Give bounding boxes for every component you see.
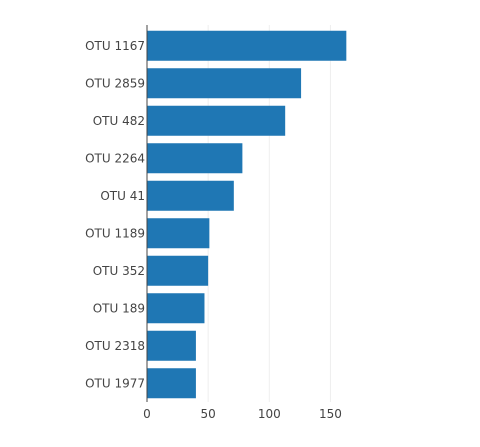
bars [147,30,347,399]
y-tick-label: OTU 2264 [85,151,145,165]
bar[interactable] [147,143,243,174]
y-tick-label: OTU 482 [93,114,145,128]
x-tick-label: 50 [201,407,216,421]
x-tick-label: 150 [319,407,342,421]
x-tick-labels: 0 50 100 150 [143,407,342,421]
bar[interactable] [147,255,209,286]
y-tick-label: OTU 2318 [85,339,145,353]
y-tick-label: OTU 2859 [85,76,145,90]
bar[interactable] [147,68,302,99]
y-tick-label: OTU 41 [100,189,145,203]
bar[interactable] [147,368,196,399]
bar[interactable] [147,330,196,361]
x-tick-label: 0 [143,407,151,421]
y-tick-label: OTU 189 [93,301,145,315]
bar[interactable] [147,105,286,136]
bar[interactable] [147,180,234,211]
bar[interactable] [147,218,210,249]
bar[interactable] [147,30,347,61]
bar[interactable] [147,293,205,324]
y-tick-label: OTU 352 [93,264,145,278]
y-tick-label: OTU 1167 [85,39,145,53]
x-tick-label: 100 [258,407,281,421]
y-tick-labels: OTU 1167 OTU 2859 OTU 482 OTU 2264 OTU 41 OTU… [85,39,145,391]
y-tick-label: OTU 1189 [85,226,145,240]
y-tick-label: OTU 1977 [85,376,145,390]
